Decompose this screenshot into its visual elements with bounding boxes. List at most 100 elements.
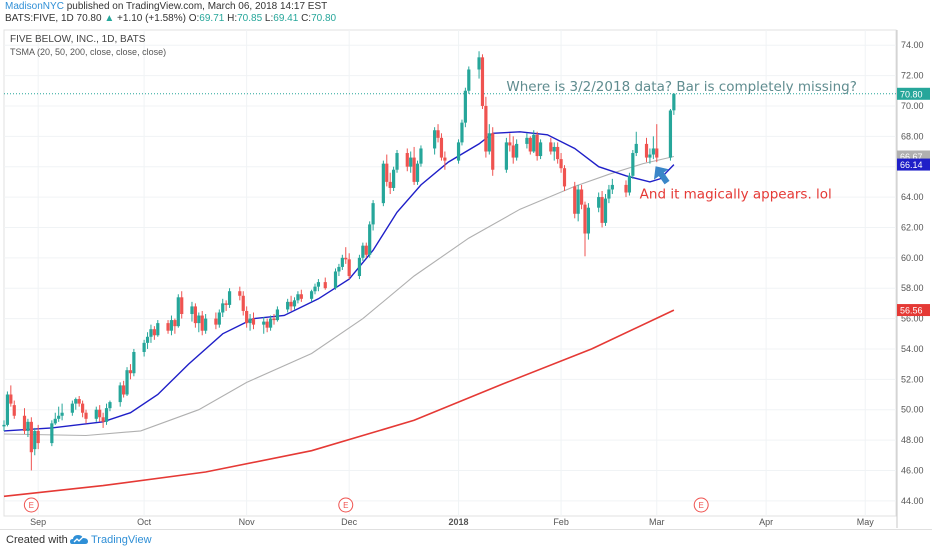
candle-body: [433, 130, 437, 149]
candle: [579, 184, 584, 210]
candle-body: [108, 402, 112, 409]
candle-body: [197, 315, 201, 324]
candle: [409, 151, 413, 173]
candle-body: [535, 134, 539, 157]
grid: [4, 30, 896, 516]
candle-body: [60, 412, 64, 416]
candle: [347, 253, 351, 280]
candle: [480, 54, 485, 109]
candle-body: [463, 90, 467, 123]
price-label: 70.80: [897, 87, 930, 100]
candle: [53, 412, 57, 425]
candle-body: [180, 297, 184, 315]
candle: [33, 427, 37, 456]
candle: [221, 298, 225, 318]
candle: [392, 166, 396, 191]
x-tick-label: Oct: [137, 517, 152, 527]
candle-body: [603, 198, 608, 223]
candle-body: [245, 310, 249, 324]
candle-body: [409, 157, 413, 167]
candle-body: [238, 291, 242, 296]
candle: [286, 298, 290, 313]
candle: [204, 314, 208, 334]
candle: [200, 310, 204, 336]
candle-body: [33, 430, 37, 450]
candle-body: [94, 409, 98, 419]
candle: [559, 153, 563, 173]
candle-body: [627, 175, 632, 193]
candle: [532, 130, 536, 154]
candle-body: [504, 142, 508, 170]
publish-line: MadisonNYC published on TradingView.com,…: [5, 1, 327, 13]
created-with-text: Created with: [6, 534, 68, 546]
published-text: published on TradingView.com, March 06, …: [66, 1, 328, 12]
candle-body: [241, 295, 245, 311]
candle: [436, 124, 440, 143]
candle: [357, 254, 362, 280]
candle: [176, 294, 180, 328]
candle: [491, 127, 495, 176]
candle: [487, 124, 491, 155]
candle: [607, 184, 611, 204]
author-link[interactable]: MadisonNYC: [5, 1, 64, 12]
candle: [125, 367, 129, 397]
candle-body: [412, 157, 416, 182]
candle: [122, 380, 126, 398]
candle: [549, 137, 553, 155]
price-label-bg: [897, 304, 930, 317]
x-tick-label: Dec: [341, 517, 358, 527]
candle-body: [579, 189, 584, 205]
candle: [29, 417, 33, 471]
y-tick-label: 64.00: [901, 192, 924, 202]
candle: [477, 51, 481, 79]
candle-body: [323, 282, 327, 289]
candle-body: [586, 207, 591, 234]
earnings-label: E: [699, 501, 704, 510]
tradingview-brand[interactable]: TradingView: [91, 534, 152, 546]
candle: [597, 192, 601, 213]
candle-body: [50, 423, 54, 444]
candle-body: [405, 153, 409, 167]
close-label: C:: [301, 13, 312, 24]
candle-body: [132, 351, 136, 374]
high-value: 70.85: [237, 13, 263, 24]
candle-body: [361, 245, 365, 258]
candle-body: [484, 105, 488, 152]
candle: [180, 291, 184, 319]
candle-body: [57, 415, 61, 419]
candle-body: [419, 148, 423, 164]
candle: [152, 326, 156, 340]
candle: [193, 303, 197, 328]
candle-body: [624, 184, 628, 193]
candle-body: [487, 133, 491, 152]
candle-body: [176, 297, 180, 327]
candle-body: [631, 153, 635, 176]
candle: [77, 396, 81, 407]
candle-body: [299, 294, 303, 299]
price-chart[interactable]: 44.00 46.00 48.00 50.00 52.00 54.00 56.00 58.00…: [0, 26, 932, 529]
price-label-bg: [897, 158, 930, 171]
candle: [289, 295, 293, 311]
candle: [655, 124, 659, 163]
candle-body: [248, 318, 252, 324]
candle-body: [221, 303, 225, 313]
earnings-marker: E: [338, 497, 354, 513]
candle: [627, 172, 632, 196]
candle-body: [193, 306, 197, 324]
candle: [463, 87, 467, 128]
earnings-label: E: [343, 501, 348, 510]
annotation-appears: And it magically appears. lol: [640, 187, 832, 203]
candle-body: [313, 286, 317, 292]
x-tick-label: Nov: [239, 517, 256, 527]
candle: [576, 184, 580, 222]
candle: [371, 200, 375, 231]
candle-body: [26, 421, 30, 431]
candle: [368, 221, 372, 258]
candle: [556, 142, 560, 164]
candle: [385, 154, 389, 187]
candle: [313, 283, 317, 295]
y-tick-label: 72.00: [901, 71, 924, 81]
candle-body: [576, 189, 580, 214]
candle-body: [668, 110, 673, 158]
footer-bar: Created with TradingView: [0, 529, 932, 551]
